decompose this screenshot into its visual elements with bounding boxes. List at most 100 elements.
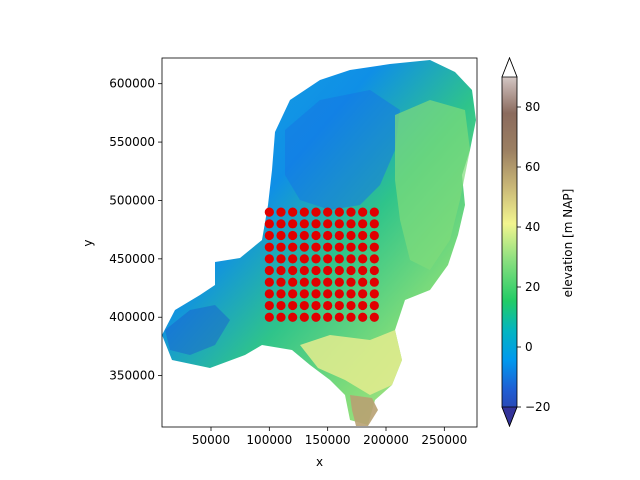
sample-point [358,231,367,240]
sample-point [358,301,367,310]
sample-point [288,278,297,287]
sample-point [276,219,285,228]
colorbar-tick-label: 40 [525,220,540,234]
sample-point [323,208,332,217]
sample-point [323,266,332,275]
colorbar: −20 0 20 40 60 80 elevation [m NAP] [502,58,575,426]
sample-point [311,243,320,252]
sample-point [288,243,297,252]
x-ticks: 50000 100000 150000 200000 250000 [192,427,467,447]
sample-point [265,301,274,310]
sample-point [311,313,320,322]
sample-point [346,289,355,298]
sample-point [276,278,285,287]
sample-point [288,208,297,217]
sample-point [370,231,379,240]
x-tick-label: 200000 [363,433,409,447]
sample-point [265,278,274,287]
sample-point [358,208,367,217]
sample-point [276,208,285,217]
y-tick-label: 500000 [109,193,155,207]
sample-point [276,301,285,310]
sample-point [311,278,320,287]
sample-point [370,254,379,263]
sample-point [370,243,379,252]
sample-point [276,231,285,240]
sample-point [311,289,320,298]
sample-point [335,266,344,275]
x-tick-label: 250000 [421,433,467,447]
sample-point [300,301,309,310]
colorbar-tick-label: 0 [525,340,533,354]
sample-point [288,313,297,322]
sample-point [311,301,320,310]
sample-point [276,243,285,252]
colorbar-ticks: −20 0 20 40 60 80 [517,100,550,414]
sample-point [300,243,309,252]
sample-point [276,266,285,275]
sample-point [288,231,297,240]
sample-point [346,301,355,310]
sample-point [358,289,367,298]
sample-point [335,301,344,310]
sample-point [300,208,309,217]
sample-point [335,278,344,287]
sample-point [323,289,332,298]
sample-point [346,243,355,252]
map-axes: 50000 100000 150000 200000 250000 350000 4000… [81,58,477,469]
colorbar-tick-label: −20 [525,400,550,414]
sample-point [311,231,320,240]
sample-point [288,301,297,310]
sample-point [370,266,379,275]
colorbar-body [502,58,517,426]
sample-point [335,243,344,252]
sample-point [335,254,344,263]
sample-point [370,289,379,298]
sample-point [358,219,367,228]
sample-point [358,278,367,287]
sample-point [265,254,274,263]
sample-point [300,289,309,298]
x-tick-label: 100000 [246,433,292,447]
sample-point [323,254,332,263]
x-axis-label: x [316,455,323,469]
sample-point [300,266,309,275]
colorbar-tick-label: 20 [525,280,540,294]
sample-point [346,231,355,240]
elevation-map [162,60,476,426]
sample-point [288,289,297,298]
sample-point [335,289,344,298]
sample-point [265,208,274,217]
sample-point [300,278,309,287]
y-tick-label: 550000 [109,135,155,149]
y-tick-label: 600000 [109,77,155,91]
sample-point [335,313,344,322]
sample-point [300,313,309,322]
sample-point [300,231,309,240]
sample-point [276,254,285,263]
sample-point [346,254,355,263]
sample-point [358,266,367,275]
sample-point [311,219,320,228]
sample-point [346,266,355,275]
y-tick-label: 450000 [109,252,155,266]
sample-point [265,313,274,322]
sample-point [300,254,309,263]
y-tick-label: 350000 [109,369,155,383]
sample-point [288,254,297,263]
sample-point [346,219,355,228]
sample-point [370,313,379,322]
sample-point [300,219,309,228]
sample-point [265,219,274,228]
sample-point [311,254,320,263]
sample-point [358,313,367,322]
y-tick-label: 400000 [109,310,155,324]
x-tick-label: 150000 [305,433,351,447]
sample-point [370,301,379,310]
y-axis-label: y [81,239,95,246]
colorbar-tick-label: 80 [525,100,540,114]
sample-point [311,266,320,275]
sample-point [288,219,297,228]
sample-point [335,231,344,240]
